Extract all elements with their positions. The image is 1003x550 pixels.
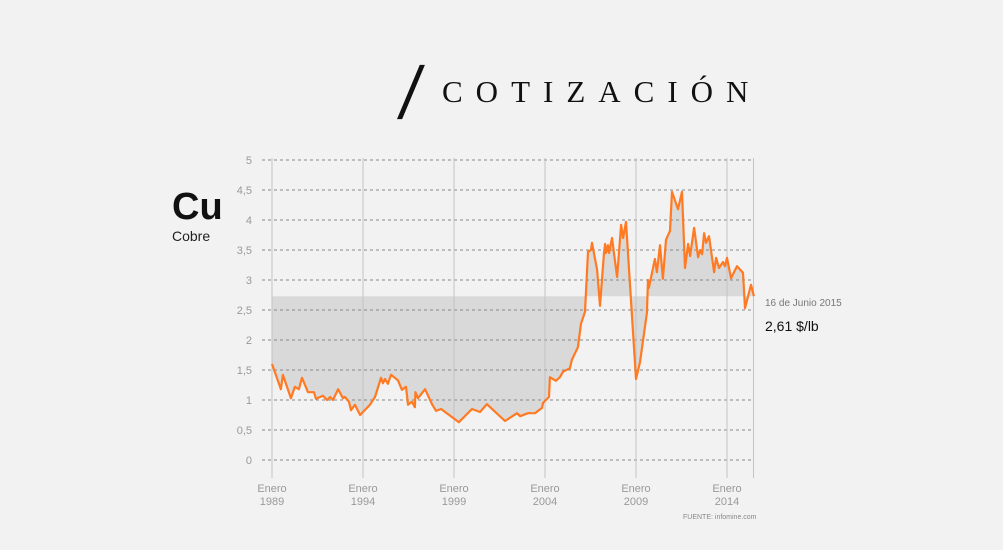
x-tick-label: Enero	[712, 483, 741, 495]
element-symbol: Cu	[172, 186, 223, 228]
y-tick-label: 2	[246, 335, 252, 347]
reference-fill-area	[272, 191, 754, 423]
y-tick-label: 0,5	[237, 425, 252, 437]
title-text: COTIZACIÓN	[442, 74, 762, 109]
source-note: FUENTE: infomine.com	[683, 514, 757, 521]
y-tick-label: 3,5	[237, 245, 252, 257]
x-tick-label: Enero	[348, 483, 377, 495]
x-tick-label: 1994	[351, 496, 375, 508]
element-name: Cobre	[172, 228, 211, 244]
y-tick-label: 0	[246, 455, 252, 467]
x-tick-label: 2014	[715, 496, 739, 508]
x-tick-label: Enero	[621, 483, 650, 495]
x-tick-label: 1999	[442, 496, 466, 508]
y-tick-label: 4,5	[237, 185, 252, 197]
x-tick-label: 2004	[533, 496, 557, 508]
x-tick-label: 2009	[624, 496, 648, 508]
y-tick-label: 3	[246, 275, 252, 287]
y-tick-label: 1	[246, 395, 252, 407]
copper-price-line	[270, 190, 755, 424]
y-tick-label: 2,5	[237, 305, 252, 317]
latest-date: 16 de Junio 2015	[765, 298, 842, 309]
x-tick-label: Enero	[439, 483, 468, 495]
y-tick-label: 5	[246, 155, 252, 167]
x-tick-label: Enero	[530, 483, 559, 495]
y-tick-label: 4	[246, 215, 252, 227]
x-tick-label: 1989	[260, 496, 284, 508]
latest-price: 2,61 $/lb	[765, 318, 819, 334]
y-tick-label: 1,5	[237, 365, 252, 377]
x-tick-label: Enero	[257, 483, 286, 495]
